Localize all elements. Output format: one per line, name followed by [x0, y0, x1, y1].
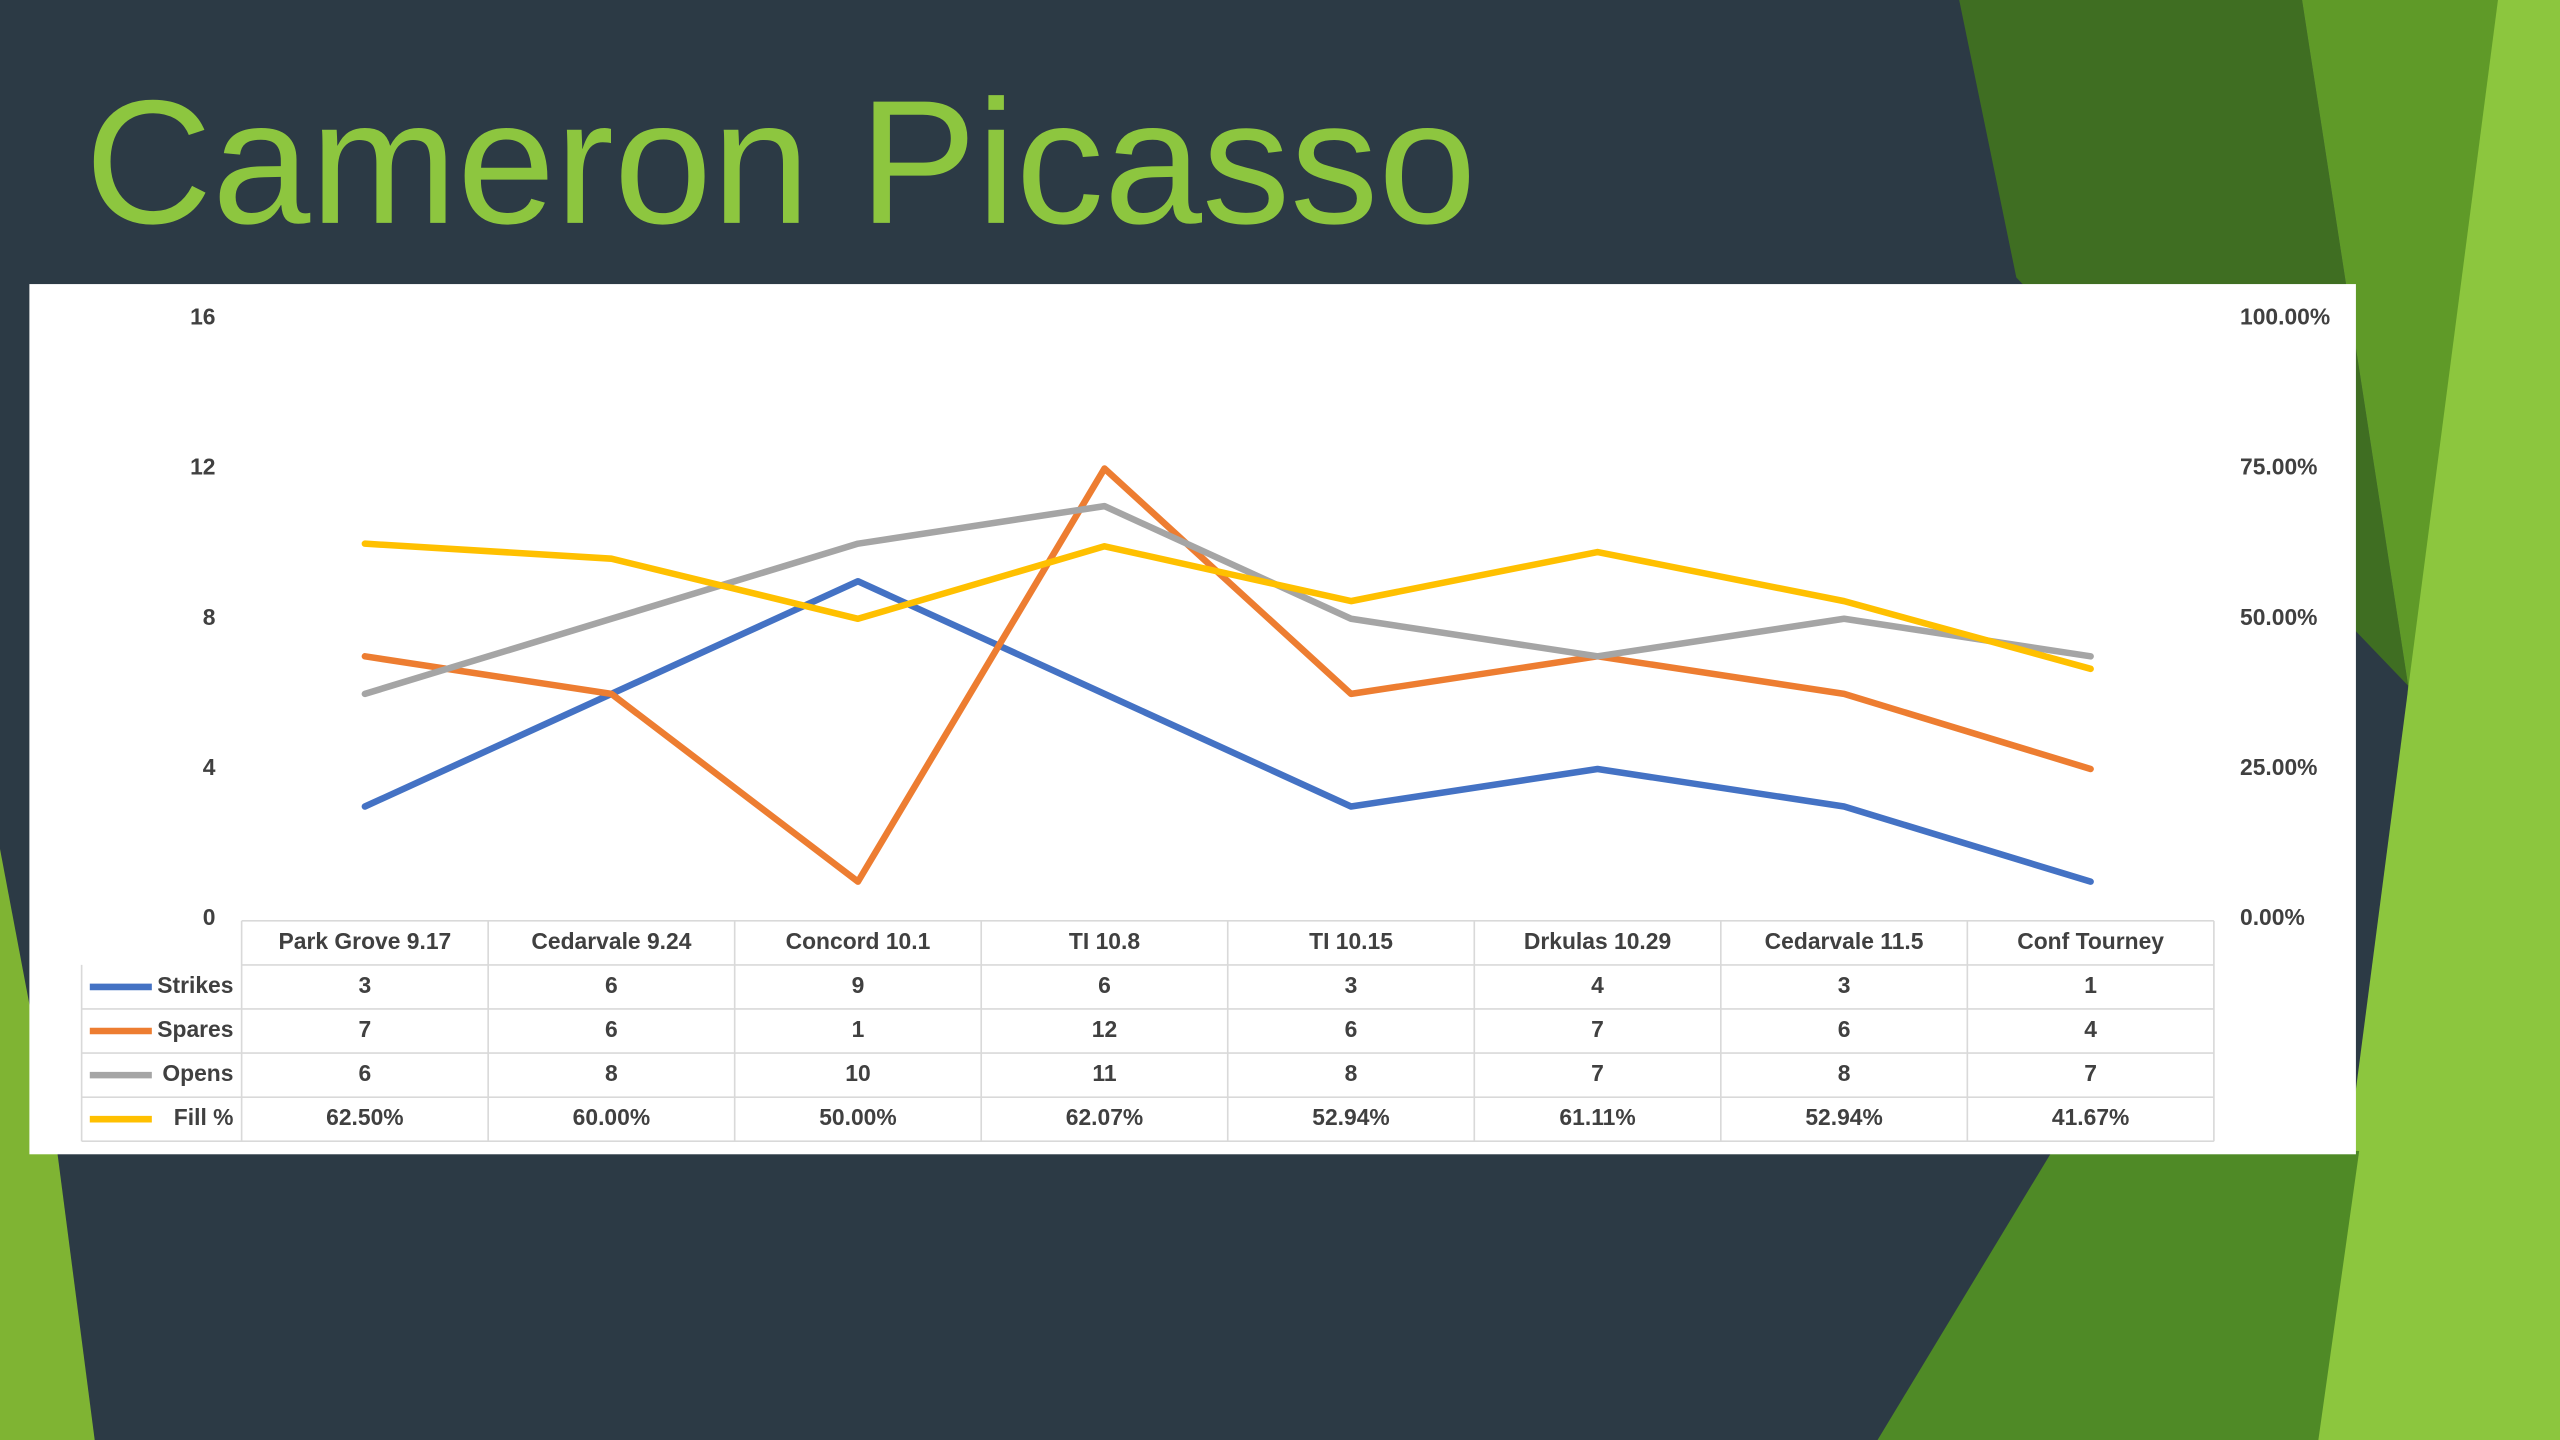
- y2-tick-label: 25.00%: [2240, 754, 2317, 780]
- y-tick-label: 16: [190, 303, 215, 329]
- y2-tick-label: 100.00%: [2240, 303, 2330, 329]
- legend-label: Fill %: [174, 1104, 234, 1130]
- table-cell: 52.94%: [1312, 1104, 1389, 1130]
- table-cell: 4: [2084, 1016, 2097, 1042]
- x-tick-label: TI 10.15: [1309, 928, 1393, 954]
- table-cell: 8: [605, 1060, 618, 1086]
- y-tick-label: 12: [190, 454, 215, 480]
- y-tick-label: 4: [203, 754, 216, 780]
- x-tick-label: Conf Tourney: [2017, 928, 2164, 954]
- table-cell: 7: [1591, 1016, 1604, 1042]
- table-cell: 12: [1092, 1016, 1117, 1042]
- table-cell: 3: [1345, 972, 1358, 998]
- table-cell: 3: [359, 972, 372, 998]
- table-cell: 3: [1838, 972, 1851, 998]
- series-line: [361, 502, 2094, 698]
- table-cell: 7: [359, 1016, 372, 1042]
- table-cell: 6: [1838, 1016, 1851, 1042]
- legend-label: Opens: [162, 1060, 233, 1086]
- y-tick-label: 0: [203, 904, 216, 930]
- table-cell: 62.50%: [326, 1104, 403, 1130]
- slide-title: Cameron Picasso: [85, 64, 1476, 261]
- table-cell: 8: [1345, 1060, 1358, 1086]
- table-cell: 6: [359, 1060, 372, 1086]
- table-cell: 10: [845, 1060, 870, 1086]
- series-line: [361, 577, 2094, 885]
- chart-area: [29, 284, 2356, 1155]
- table-cell: 7: [2084, 1060, 2097, 1086]
- y2-tick-label: 0.00%: [2240, 904, 2305, 930]
- table-cell: 8: [1838, 1060, 1851, 1086]
- table-cell: 11: [1092, 1060, 1116, 1086]
- table-cell: 52.94%: [1805, 1104, 1882, 1130]
- table-cell: 41.67%: [2052, 1104, 2129, 1130]
- table-cell: 7: [1591, 1060, 1604, 1086]
- table-cell: 1: [852, 1016, 865, 1042]
- table-cell: 61.11%: [1559, 1104, 1635, 1130]
- x-tick-label: Park Grove 9.17: [279, 928, 452, 954]
- series-line: [361, 465, 2094, 885]
- y2-tick-label: 50.00%: [2240, 604, 2317, 630]
- x-tick-label: TI 10.8: [1069, 928, 1140, 954]
- table-cell: 6: [605, 1016, 618, 1042]
- legend-label: Strikes: [157, 972, 233, 998]
- x-tick-label: Drkulas 10.29: [1524, 928, 1671, 954]
- legend-label: Spares: [157, 1016, 233, 1042]
- table-cell: 6: [605, 972, 618, 998]
- x-tick-label: Cedarvale 11.5: [1765, 928, 1924, 954]
- table-cell: 60.00%: [573, 1104, 650, 1130]
- decor: [1877, 1142, 2360, 1440]
- table-cell: 6: [1098, 972, 1111, 998]
- table-cell: 50.00%: [819, 1104, 896, 1130]
- x-tick-label: Concord 10.1: [786, 928, 931, 954]
- table-cell: 1: [2084, 972, 2097, 998]
- series-line: [361, 540, 2094, 673]
- y2-tick-label: 75.00%: [2240, 454, 2317, 480]
- table-cell: 9: [852, 972, 865, 998]
- y-tick-label: 8: [203, 604, 216, 630]
- table-cell: 4: [1591, 972, 1604, 998]
- decor: [2310, 0, 2560, 1440]
- x-tick-label: Cedarvale 9.24: [531, 928, 691, 954]
- table-cell: 6: [1345, 1016, 1358, 1042]
- table-cell: 62.07%: [1066, 1104, 1143, 1130]
